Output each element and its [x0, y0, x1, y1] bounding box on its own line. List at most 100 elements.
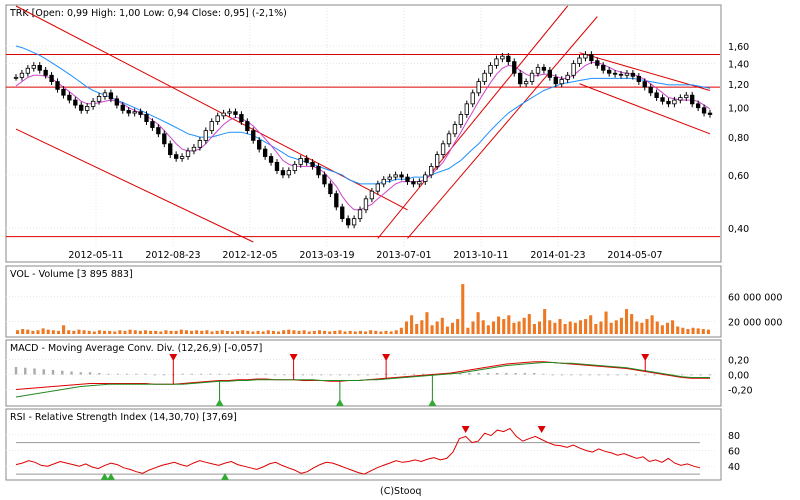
- macd-y-tick-label: 0,20: [728, 356, 749, 367]
- price-candle-body: [340, 206, 345, 220]
- price-x-tick-labels: 2012-05-11 2012-08-23 2012-12-05 2013-03-19…: [68, 250, 662, 261]
- rsi-sell-marker: [537, 426, 546, 433]
- price-candle-body: [684, 94, 689, 99]
- macd-histogram-bar: [625, 374, 628, 376]
- price-candle-body: [405, 176, 410, 183]
- macd-histogram-bar: [338, 374, 342, 376]
- volume-bar: [26, 329, 30, 334]
- price-candle-body: [701, 107, 707, 114]
- price-candle-body: [678, 97, 683, 101]
- price-trend-line: [579, 83, 711, 135]
- macd-histogram-bar: [347, 374, 351, 376]
- volume-bar: [497, 316, 501, 334]
- volume-bar: [31, 330, 35, 334]
- price-candle-body: [114, 98, 120, 106]
- macd-histogram-bar: [394, 373, 397, 375]
- macd-histogram-bar: [301, 374, 305, 376]
- volume-panel-title: VOL - Volume [3 895 883]: [10, 269, 133, 280]
- rsi-y-tick-label: 80: [728, 431, 740, 442]
- volume-bar: [548, 320, 552, 334]
- volume-bar: [87, 330, 91, 334]
- price-candle-body: [156, 127, 161, 135]
- price-candle-body: [660, 97, 665, 102]
- volume-bar: [394, 330, 398, 334]
- price-x-tick-label: 2012-05-11: [68, 250, 123, 261]
- volume-bar: [312, 330, 316, 334]
- volume-bar: [660, 325, 664, 334]
- volume-bar: [635, 321, 639, 334]
- price-candle-body: [251, 130, 256, 141]
- price-candle-body: [262, 148, 268, 157]
- footer-copyright: (C)Stooq: [380, 486, 421, 497]
- price-candle-body: [618, 73, 624, 76]
- volume-bar: [594, 324, 598, 334]
- volume-bar: [210, 331, 214, 334]
- volume-bar: [691, 327, 695, 334]
- price-candle-body: [85, 106, 90, 111]
- price-candle-body: [334, 193, 339, 208]
- volume-bar: [215, 330, 219, 334]
- volume-bar: [512, 322, 516, 334]
- price-candle-body: [369, 190, 375, 200]
- macd-histogram-bar: [607, 374, 610, 376]
- macd-series-line: [15, 362, 710, 398]
- price-y-tick-label: 0,60: [728, 171, 749, 182]
- rsi-y-tick-label: 60: [728, 447, 740, 458]
- price-candle-body: [417, 181, 422, 185]
- price-candle-body: [120, 104, 125, 111]
- price-candle-body: [429, 165, 434, 176]
- macd-histogram-bar: [644, 374, 647, 376]
- rsi-series-line: [15, 427, 701, 475]
- volume-bar: [619, 317, 623, 334]
- volume-bar: [584, 319, 588, 334]
- price-y-tick-label: 1,20: [728, 80, 749, 91]
- volume-bar: [123, 330, 127, 334]
- price-x-tick-label: 2014-05-07: [607, 250, 662, 261]
- volume-bar: [696, 328, 700, 334]
- volume-bar: [553, 322, 557, 334]
- price-candle-body: [316, 165, 321, 176]
- macd-y-tick-label: 0,00: [728, 371, 749, 382]
- volume-bar: [297, 330, 301, 334]
- price-candle-body: [541, 66, 547, 71]
- volume-bar: [573, 322, 577, 334]
- macd-histogram-bar: [532, 373, 536, 375]
- volume-bar: [271, 330, 275, 334]
- price-y-tick-label: 0,80: [728, 133, 749, 144]
- price-candle-body: [274, 161, 280, 171]
- volume-bar: [51, 330, 55, 334]
- macd-y-tick-labels: 0,20 0,00 -0,20: [728, 356, 753, 397]
- volume-bar: [461, 284, 465, 334]
- macd-sell-marker: [382, 354, 391, 361]
- macd-histogram-bar: [468, 373, 471, 375]
- rsi-line: [15, 427, 701, 475]
- price-trend-lines: [15, 5, 711, 243]
- volume-bar: [200, 330, 204, 334]
- macd-histogram-bar: [366, 374, 369, 376]
- volume-bar: [195, 330, 199, 334]
- price-candle-body: [595, 60, 600, 66]
- macd-histogram-bar: [209, 373, 212, 375]
- volume-bar: [333, 330, 337, 334]
- macd-histogram-bar: [681, 374, 684, 376]
- price-candle-body: [488, 65, 493, 74]
- price-y-tick-labels: 1,60 1,40 1,20 1,00 0,80 0,60 0,40: [728, 42, 749, 235]
- volume-bar: [563, 324, 567, 334]
- price-candle-body: [695, 103, 701, 109]
- rsi-buy-marker: [221, 473, 229, 480]
- price-candle-body: [612, 72, 618, 75]
- macd-histogram-bar: [616, 374, 619, 376]
- macd-histogram-bar: [116, 373, 119, 375]
- volume-bar: [389, 331, 393, 334]
- price-candle-body: [215, 115, 220, 122]
- macd-histogram-bar: [310, 374, 314, 376]
- macd-histogram-bar: [42, 369, 45, 375]
- volume-bar: [138, 330, 142, 334]
- price-candle-body: [636, 75, 641, 82]
- volume-bar: [143, 330, 148, 334]
- price-trend-line: [407, 16, 598, 239]
- rsi-gridlines: [6, 434, 716, 475]
- volume-bar: [558, 319, 562, 334]
- macd-histogram-bar: [70, 371, 73, 375]
- price-candle-body: [423, 174, 428, 183]
